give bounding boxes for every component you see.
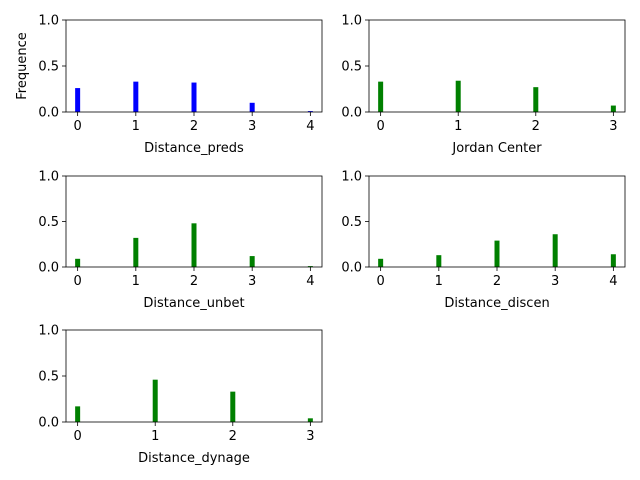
x-tick-label: 1 [132, 274, 140, 289]
bar-0 [75, 258, 81, 267]
x-axis-label: Jordan Center [451, 141, 542, 156]
y-tick-label: 1.0 [341, 14, 362, 29]
x-tick-label: 3 [609, 119, 617, 134]
bar-3 [249, 102, 255, 112]
x-axis-label: Distance_dynage [138, 451, 250, 466]
y-tick-label: 0.0 [341, 261, 362, 276]
y-axis-label: Frequence [15, 32, 30, 99]
x-tick-label: 4 [306, 119, 314, 134]
bar-4 [610, 254, 616, 267]
y-tick-label: 1.0 [38, 324, 59, 339]
bar-1 [152, 379, 158, 422]
subplot-4: 0 1 2 3 4 0.0 0.5 1.0 Distance_discen [341, 170, 626, 311]
x-tick-label: 2 [229, 429, 237, 444]
bar-4 [307, 111, 313, 112]
x-axis-label: Distance_discen [444, 296, 549, 311]
x-tick-label: 3 [248, 274, 256, 289]
y-tick-label: 1.0 [38, 170, 59, 185]
x-tick-label: 2 [493, 274, 501, 289]
bar-2 [494, 240, 500, 267]
y-tick-label: 0.5 [38, 370, 59, 385]
x-axis-label: Distance_unbet [143, 296, 244, 311]
y-tick-label: 0.5 [341, 60, 362, 75]
x-tick-label: 0 [73, 274, 81, 289]
subplot-2: 0 1 2 3 0.0 0.5 1.0 Jordan Center [341, 14, 626, 156]
subplot-1: 0 1 2 3 4 0.0 0.5 1.0 Distance_preds Frequence [15, 14, 323, 156]
bar-3 [307, 418, 313, 422]
bar-3 [249, 256, 255, 267]
x-tick-label: 1 [151, 429, 159, 444]
bar-0 [378, 81, 384, 112]
y-tick-label: 0.0 [38, 106, 59, 121]
y-tick-label: 0.5 [38, 215, 59, 230]
y-tick-label: 1.0 [38, 14, 59, 29]
x-tick-label: 4 [306, 274, 314, 289]
bar-2 [191, 82, 197, 112]
y-tick-label: 0.5 [38, 60, 59, 75]
y-tick-label: 0.5 [341, 215, 362, 230]
bar-3 [552, 234, 558, 267]
y-tick-label: 0.0 [341, 106, 362, 121]
subplot-3: 0 1 2 3 4 0.0 0.5 1.0 Distance_unbet [38, 170, 323, 311]
bar-0 [75, 406, 81, 422]
x-tick-label: 3 [248, 119, 256, 134]
x-tick-label: 4 [609, 274, 617, 289]
y-tick-label: 0.0 [38, 416, 59, 431]
bar-0 [75, 88, 81, 112]
bar-1 [455, 80, 461, 112]
axes-frame [65, 329, 323, 423]
bar-3 [610, 105, 616, 112]
bar-0 [378, 258, 384, 267]
x-tick-label: 2 [532, 119, 540, 134]
x-tick-label: 3 [306, 429, 314, 444]
x-tick-label: 2 [190, 119, 198, 134]
x-tick-label: 0 [376, 119, 384, 134]
x-tick-label: 0 [376, 274, 384, 289]
x-tick-label: 0 [73, 119, 81, 134]
bar-2 [230, 391, 236, 422]
bar-1 [133, 237, 139, 267]
bar-2 [533, 87, 539, 112]
x-tick-label: 1 [132, 119, 140, 134]
bar-4 [307, 266, 313, 267]
x-axis-label: Distance_preds [144, 141, 244, 156]
bar-1 [133, 81, 139, 112]
bar-1 [436, 255, 442, 267]
x-tick-label: 0 [73, 429, 81, 444]
subplot-5: 0 1 2 3 0.0 0.5 1.0 Distance_dynage [38, 324, 323, 466]
x-tick-label: 1 [435, 274, 443, 289]
x-tick-label: 2 [190, 274, 198, 289]
x-tick-label: 3 [551, 274, 559, 289]
x-tick-label: 1 [454, 119, 462, 134]
y-tick-label: 1.0 [341, 170, 362, 185]
bar-2 [191, 223, 197, 267]
y-tick-label: 0.0 [38, 261, 59, 276]
axes-frame [368, 19, 626, 113]
